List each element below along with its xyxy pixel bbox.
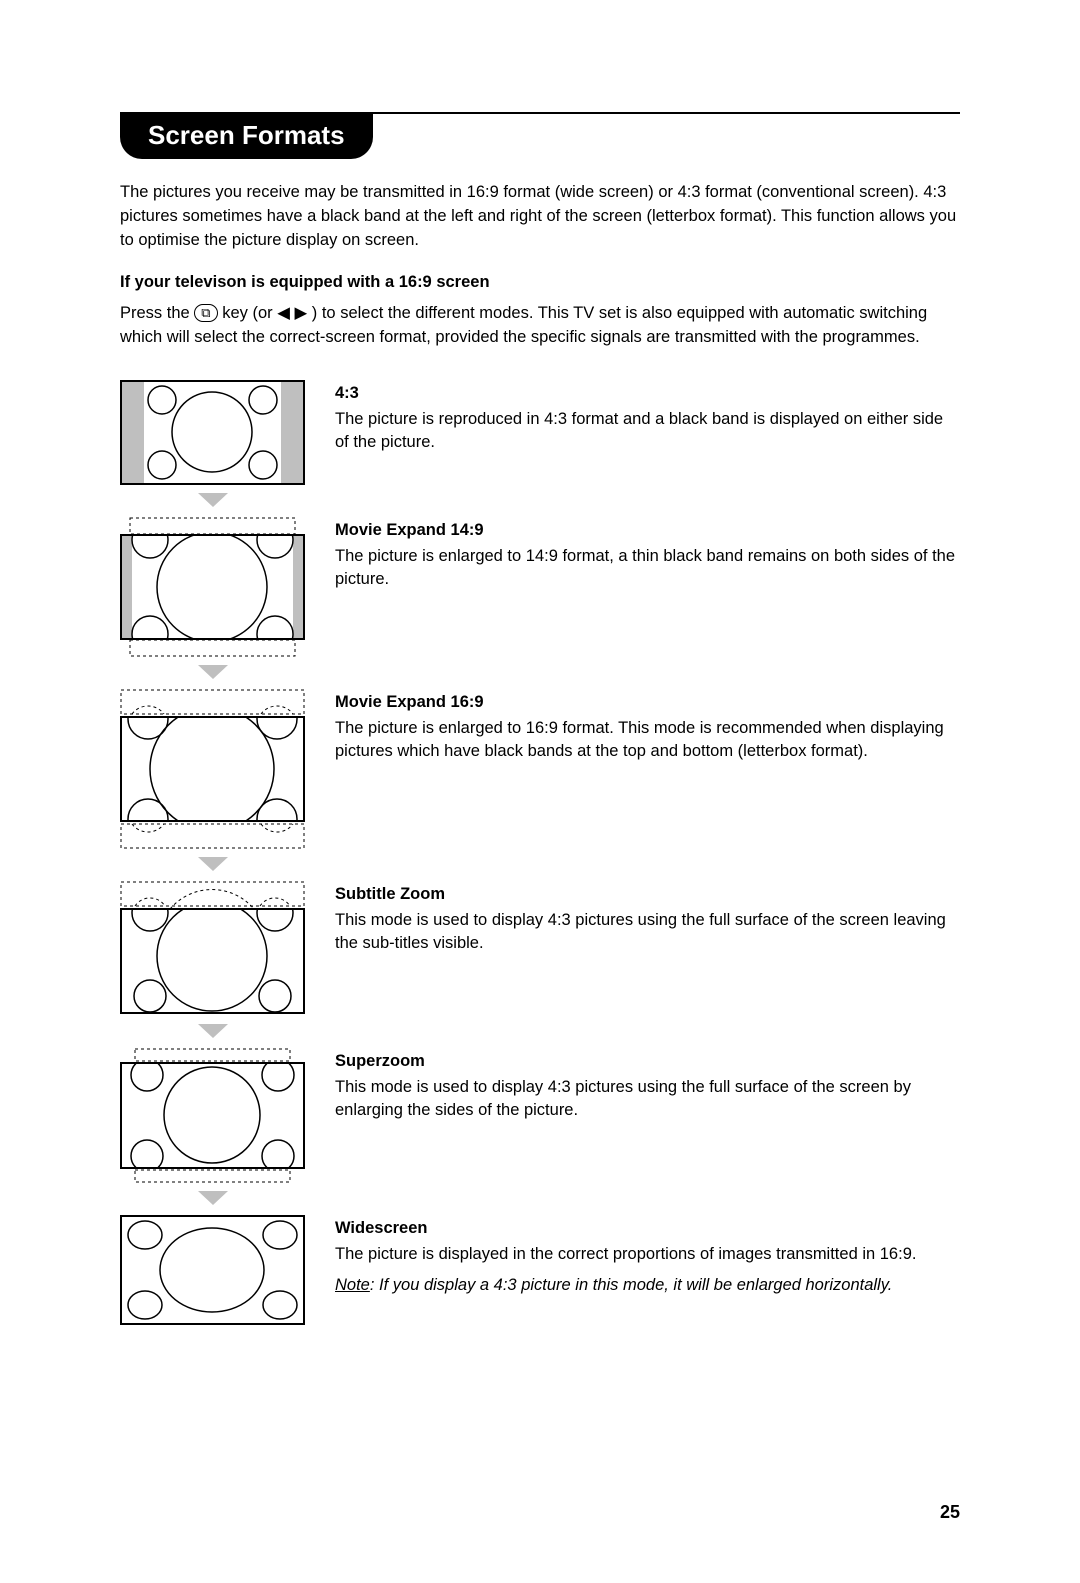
format-title: Subtitle Zoom <box>335 883 960 907</box>
arrow-down-icon <box>198 857 228 871</box>
format-desc: The picture is enlarged to 16:9 format. … <box>335 717 960 765</box>
arrow-down-icon <box>198 1024 228 1038</box>
diagram-superzoom <box>120 1048 305 1215</box>
diagram-subtitle-zoom <box>120 881 305 1048</box>
format-block-superzoom: Superzoom This mode is used to display 4… <box>120 1048 960 1215</box>
format-desc: This mode is used to display 4:3 picture… <box>335 909 960 957</box>
intro-paragraph: The pictures you receive may be transmit… <box>120 181 960 253</box>
format-title: Movie Expand 16:9 <box>335 691 960 715</box>
arrow-down-icon <box>198 493 228 507</box>
format-block-subtitle-zoom: Subtitle Zoom This mode is used to displ… <box>120 881 960 1048</box>
format-title: Movie Expand 14:9 <box>335 519 960 543</box>
format-title: Widescreen <box>335 1217 960 1241</box>
press-text-1: Press the <box>120 304 194 322</box>
format-desc: The picture is reproduced in 4:3 format … <box>335 408 960 456</box>
diagram-4-3 <box>120 380 305 517</box>
arrow-down-icon <box>198 1191 228 1205</box>
format-block-widescreen: Widescreen The picture is displayed in t… <box>120 1215 960 1325</box>
format-desc: This mode is used to display 4:3 picture… <box>335 1076 960 1124</box>
page-title-tab: Screen Formats <box>120 114 373 159</box>
format-key-icon: ⧉ <box>194 304 217 322</box>
diagram-widescreen <box>120 1215 305 1325</box>
diagram-14-9 <box>120 517 305 689</box>
format-title: Superzoom <box>335 1050 960 1074</box>
subheading: If your televison is equipped with a 16:… <box>120 273 960 292</box>
format-note: Note: If you display a 4:3 picture in th… <box>335 1274 960 1298</box>
format-block-4-3: 4:3 The picture is reproduced in 4:3 for… <box>120 380 960 517</box>
format-desc: The picture is displayed in the correct … <box>335 1243 960 1267</box>
format-block-14-9: Movie Expand 14:9 The picture is enlarge… <box>120 517 960 689</box>
format-desc: The picture is enlarged to 14:9 format, … <box>335 545 960 593</box>
press-text-2: key (or <box>222 304 277 322</box>
arrow-keys: ◀ ▶ <box>277 304 307 322</box>
page-number: 25 <box>940 1502 960 1523</box>
note-label: Note <box>335 1276 370 1294</box>
note-text: : If you display a 4:3 picture in this m… <box>370 1276 892 1294</box>
arrow-down-icon <box>198 665 228 679</box>
diagram-16-9 <box>120 689 305 881</box>
format-block-16-9: Movie Expand 16:9 The picture is enlarge… <box>120 689 960 881</box>
format-title: 4:3 <box>335 382 960 406</box>
press-instruction: Press the ⧉ key (or ◀ ▶ ) to select the … <box>120 302 960 350</box>
